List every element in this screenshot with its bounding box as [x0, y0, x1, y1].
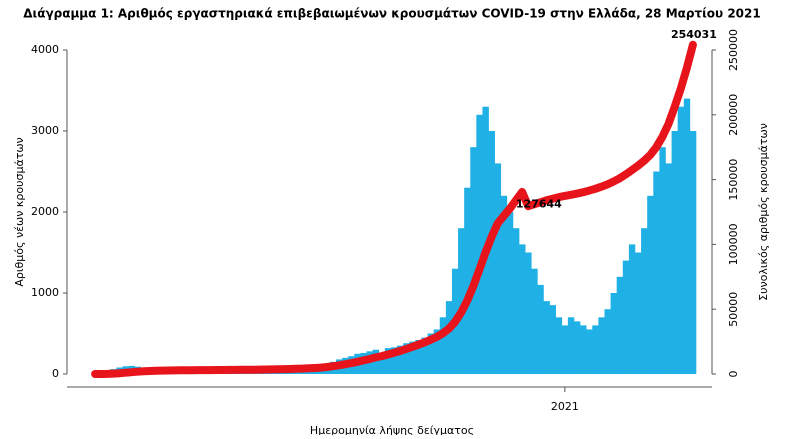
- x-axis-label: Ημερομηνία λήψης δείγματος: [310, 424, 474, 435]
- bar: [665, 163, 671, 374]
- y2-tick-label: 0: [727, 371, 740, 378]
- bar: [531, 269, 537, 374]
- bar: [678, 107, 684, 374]
- bar: [525, 253, 531, 375]
- bar: [537, 285, 543, 374]
- bar: [562, 325, 568, 374]
- bar: [550, 305, 556, 374]
- bar: [684, 99, 690, 374]
- bar: [519, 244, 525, 374]
- bar: [690, 131, 696, 374]
- y-tick-label: 3000: [31, 124, 59, 137]
- y2-tick-label: 100000: [727, 223, 740, 265]
- bar: [470, 147, 476, 374]
- bar: [617, 277, 623, 374]
- bar: [629, 244, 635, 374]
- bar: [623, 261, 629, 374]
- annotation: 127644: [516, 198, 562, 211]
- x-tick-label: 2021: [551, 400, 579, 413]
- annotation: 254031: [671, 28, 717, 41]
- bar: [635, 253, 641, 375]
- bar: [598, 317, 604, 374]
- bar: [507, 212, 513, 374]
- bar: [464, 188, 470, 374]
- bar: [580, 325, 586, 374]
- y2-tick-label: 150000: [727, 159, 740, 201]
- y2-axis-label: Συνολικός αριθμός κρουσμάτων: [757, 123, 770, 301]
- bar: [543, 301, 549, 374]
- bar: [495, 163, 501, 374]
- bar: [647, 196, 653, 374]
- y2-tick-label: 250000: [727, 29, 740, 71]
- bar: [641, 228, 647, 374]
- bar: [653, 172, 659, 375]
- y-tick-label: 0: [52, 367, 59, 380]
- bar: [440, 317, 446, 374]
- y-tick-label: 4000: [31, 43, 59, 56]
- bar: [592, 325, 598, 374]
- bar: [604, 309, 610, 374]
- bar: [586, 329, 592, 374]
- y2-tick-label: 50000: [727, 292, 740, 327]
- y-tick-label: 1000: [31, 286, 59, 299]
- y-tick-label: 2000: [31, 205, 59, 218]
- chart-title: Διάγραμμα 1: Αριθμός εργαστηριακά επιβεβ…: [23, 7, 760, 21]
- bar: [446, 301, 452, 374]
- bar: [513, 228, 519, 374]
- bar: [574, 321, 580, 374]
- y-axis-label: Αριθμός νέων κρουσμάτων: [13, 137, 26, 286]
- y2-tick-label: 200000: [727, 94, 740, 136]
- bar: [556, 317, 562, 374]
- bar: [672, 131, 678, 374]
- bar: [476, 115, 482, 374]
- bar: [659, 147, 665, 374]
- bar: [568, 317, 574, 374]
- bar: [611, 293, 617, 374]
